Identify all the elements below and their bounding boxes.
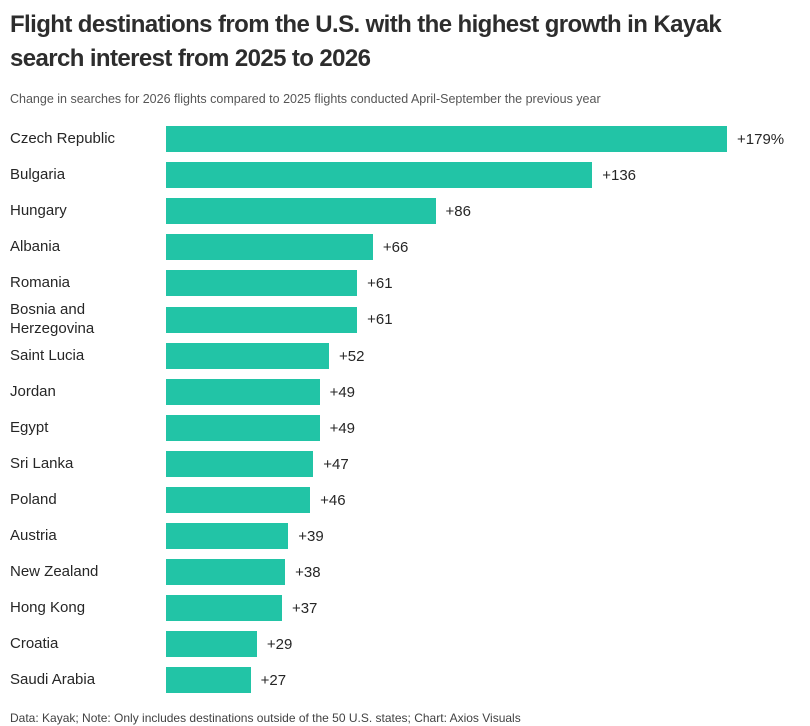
bar-romania xyxy=(166,270,358,296)
category-label-new-zealand: New Zealand xyxy=(10,562,99,580)
value-label-new-zealand: +38 xyxy=(295,563,321,581)
chart-row-hong-kong: Hong Kong +37 xyxy=(10,590,800,626)
chart-row-romania: Romania +61 xyxy=(10,265,800,301)
category-label-czech-republic: Czech Republic xyxy=(10,129,116,147)
chart-row-austria: Austria +39 xyxy=(10,518,800,554)
category-label-egypt: Egypt xyxy=(10,418,49,436)
bar-egypt xyxy=(166,415,320,441)
bar-austria xyxy=(166,523,289,549)
category-label-bosnia-and-herzegovina: Bosnia and Herzegovina xyxy=(10,301,95,337)
bar-new-zealand xyxy=(166,559,286,585)
chart-row-hungary: Hungary +86 xyxy=(10,193,800,229)
bar-albania xyxy=(166,234,373,260)
value-label-hong-kong: +37 xyxy=(291,599,318,617)
category-label-poland: Poland xyxy=(10,490,57,508)
value-label-jordan: +49 xyxy=(329,383,356,401)
bar-croatia xyxy=(166,631,257,657)
bar-hungary xyxy=(166,198,436,224)
category-label-albania: Albania xyxy=(10,237,61,255)
value-label-egypt: +49 xyxy=(329,419,356,437)
chart-row-poland: Poland +46 xyxy=(10,482,800,518)
bar-hong-kong xyxy=(166,595,282,621)
value-label-sri-lanka: +47 xyxy=(323,455,349,473)
bar-sri-lanka xyxy=(166,451,314,477)
value-label-romania: +61 xyxy=(367,274,393,292)
chart-row-bulgaria: Bulgaria +136 xyxy=(10,157,800,193)
chart-row-saint-lucia: Saint Lucia +52 xyxy=(10,338,800,374)
source-note: Data: Kayak; Note: Only includes destina… xyxy=(10,711,521,725)
chart-row-croatia: Croatia +29 xyxy=(10,626,800,662)
chart-row-bosnia-and-herzegovina: Bosnia and Herzegovina +61 xyxy=(10,301,800,338)
chart-row-czech-republic: Czech Republic +179% xyxy=(10,121,800,157)
chart-row-saudi-arabia: Saudi Arabia +27 xyxy=(10,662,800,698)
category-label-hungary: Hungary xyxy=(10,201,67,219)
chart-row-albania: Albania +66 xyxy=(10,229,800,265)
category-label-hong-kong: Hong Kong xyxy=(10,598,86,616)
bar-saint-lucia xyxy=(166,343,329,369)
value-label-hungary: +86 xyxy=(445,202,471,220)
chart-subtitle: Change in searches for 2026 flights comp… xyxy=(10,92,601,106)
chart-row-new-zealand: New Zealand +38 xyxy=(10,554,800,590)
category-label-bulgaria: Bulgaria xyxy=(10,165,66,183)
chart-row-jordan: Jordan +49 xyxy=(10,374,800,410)
value-label-bosnia-and-herzegovina: +61 xyxy=(367,311,393,328)
bar-czech-republic xyxy=(166,126,727,152)
bar-bulgaria xyxy=(166,162,593,188)
bar-chart: Czech Republic +179% Bulgaria +136 Hungary +8… xyxy=(10,121,800,698)
value-label-bulgaria: +136 xyxy=(602,166,637,184)
category-label-sri-lanka: Sri Lanka xyxy=(10,454,74,472)
value-label-poland: +46 xyxy=(320,491,346,509)
value-label-albania: +66 xyxy=(382,238,409,256)
bar-jordan xyxy=(166,379,320,405)
value-label-saudi-arabia: +27 xyxy=(260,671,287,689)
value-label-austria: +39 xyxy=(298,527,324,545)
bar-bosnia-and-herzegovina xyxy=(166,306,358,333)
bar-saudi-arabia xyxy=(166,667,251,693)
value-label-croatia: +29 xyxy=(266,635,293,653)
chart-title: Flight destinations from the U.S. with t… xyxy=(10,11,722,72)
value-label-saint-lucia: +52 xyxy=(338,347,365,365)
chart-row-sri-lanka: Sri Lanka +47 xyxy=(10,446,800,482)
category-label-austria: Austria xyxy=(10,526,57,544)
category-label-saint-lucia: Saint Lucia xyxy=(10,346,85,364)
chart-row-egypt: Egypt +49 xyxy=(10,410,800,446)
value-label-czech-republic: +179% xyxy=(737,130,785,148)
category-label-saudi-arabia: Saudi Arabia xyxy=(10,670,96,688)
category-label-croatia: Croatia xyxy=(10,634,59,652)
category-label-jordan: Jordan xyxy=(10,382,56,400)
bar-poland xyxy=(166,487,311,513)
category-label-romania: Romania xyxy=(10,273,71,291)
